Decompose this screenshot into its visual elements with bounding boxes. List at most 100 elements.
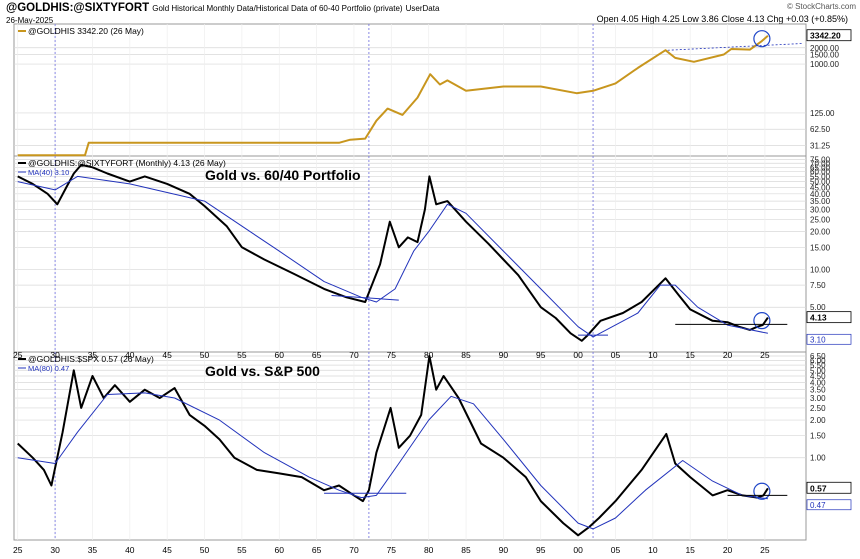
xtick-row1-9: 70: [349, 350, 359, 360]
xtick-row1-15: 00: [573, 350, 583, 360]
xtick-row1-13: 90: [499, 350, 509, 360]
xtick-row1-19: 20: [723, 350, 733, 360]
xtick-row1-2: 35: [88, 350, 98, 360]
p3-ytick-3: 2.50: [810, 404, 826, 413]
p1-highlight-circle: [753, 30, 771, 48]
p3-ytick-1: 1.50: [810, 432, 826, 441]
xtick-row2-9: 70: [349, 545, 359, 555]
p3-ytick-0: 1.00: [810, 454, 826, 463]
xtick-row2-14: 95: [536, 545, 546, 555]
xtick-row1-12: 85: [461, 350, 471, 360]
xtick-row1-16: 05: [611, 350, 621, 360]
p2-ytick-9: 45.00: [810, 183, 831, 192]
chart-date: 26-May-2025: [6, 16, 54, 25]
p1-legend: @GOLDHIS 3342.20 (26 May): [28, 26, 144, 36]
p3-last-value-label: 0.57: [810, 483, 827, 493]
xtick-row2-18: 15: [685, 545, 695, 555]
p2-ytick-0: 5.00: [810, 303, 826, 312]
symbol-title: @GOLDHIS:@SIXTYFORT: [6, 2, 150, 14]
xtick-row1-14: 95: [536, 350, 546, 360]
p2-ytick-11: 55.00: [810, 172, 831, 181]
p3-ytick-11: 6.50: [810, 352, 826, 361]
p2-ytick-1: 7.50: [810, 281, 826, 290]
p3-ytick-4: 3.00: [810, 394, 826, 403]
p2-ytick-7: 35.00: [810, 197, 831, 206]
open-value: 4.05: [621, 14, 639, 24]
p2-ma-value-label: 3.10: [810, 335, 826, 344]
xtick-row1-6: 55: [237, 350, 247, 360]
xtick-row2-3: 40: [125, 545, 135, 555]
p2-ytick-14: 70.00: [810, 159, 831, 168]
p1-last-value-label: 3342.20: [810, 31, 841, 41]
p2-ma-value-box: [806, 333, 852, 345]
panel-1-frame: [13, 23, 807, 157]
chg-value: +0.03 (+0.85%): [785, 14, 848, 24]
p1-last-value-box: [806, 29, 852, 42]
xtick-row2-11: 80: [424, 545, 434, 555]
xtick-row1-18: 15: [685, 350, 695, 360]
xtick-row1-7: 60: [275, 350, 285, 360]
p3-ma-value-box: [806, 499, 852, 511]
p3-ytick-9: 5.50: [810, 361, 826, 370]
p2-last-value-box: [806, 311, 852, 324]
p2-series-1-line: [17, 175, 768, 338]
xtick-row1-17: 10: [648, 350, 658, 360]
p2-ytick-12: 60.00: [810, 168, 831, 177]
xtick-row1-1: 30: [50, 350, 60, 360]
p1-series-0-line: [17, 34, 769, 157]
p2-last-value-label: 4.13: [810, 313, 827, 323]
p1-ytick-0: 31.25: [810, 142, 831, 151]
open-label: Open: [596, 14, 619, 24]
xtick-row1-10: 75: [387, 350, 397, 360]
xtick-row1-20: 25: [760, 350, 770, 360]
p3-last-value-box: [806, 481, 852, 494]
p3-highlight-circle: [753, 482, 771, 500]
high-label: High: [641, 14, 660, 24]
low-label: Low: [682, 14, 699, 24]
p2-ytick-15: 75.00: [810, 156, 831, 165]
p3-title: Gold vs. S&P 500: [205, 363, 320, 379]
xtick-row2-1: 30: [50, 545, 60, 555]
symbol-description: Gold Historical Monthly Data/Historical …: [152, 4, 403, 13]
xtick-row1-8: 65: [312, 350, 322, 360]
p2-ytick-3: 15.00: [810, 243, 831, 252]
xtick-row2-12: 85: [461, 545, 471, 555]
p3-ytick-2: 2.00: [810, 416, 826, 425]
xtick-row2-17: 10: [648, 545, 658, 555]
xtick-row1-11: 80: [424, 350, 434, 360]
xtick-row2-15: 00: [573, 545, 583, 555]
p3-ma-legend: MA(80) 0.47: [28, 364, 69, 373]
xtick-row2-0: 25: [13, 545, 23, 555]
p2-trendline-1970s: [331, 294, 399, 301]
p3-ytick-5: 3.50: [810, 386, 826, 395]
xtick-row2-20: 25: [760, 545, 770, 555]
xtick-row2-13: 90: [499, 545, 509, 555]
p2-title: Gold vs. 60/40 Portfolio: [205, 167, 361, 183]
p2-highlight-circle: [753, 312, 771, 330]
xtick-row2-7: 60: [275, 545, 285, 555]
p2-ytick-5: 25.00: [810, 215, 831, 224]
p2-series-0-line: [17, 163, 769, 342]
xtick-row1-5: 50: [200, 350, 210, 360]
symbol-tag: UserData: [405, 4, 440, 13]
p2-ma-legend: MA(40) 3.10: [28, 168, 69, 177]
p3-ma-value-label: 0.47: [810, 501, 826, 510]
close-label: Close: [721, 14, 745, 24]
chg-label: Chg: [766, 14, 784, 24]
p3-ytick-6: 4.00: [810, 378, 826, 387]
low-value: 3.86: [701, 14, 719, 24]
p1-ytick-1: 62.50: [810, 125, 831, 134]
xtick-row2-19: 20: [723, 545, 733, 555]
source-credit: © StockCharts.com: [786, 2, 856, 11]
xtick-row2-2: 35: [88, 545, 98, 555]
xtick-row1-0: 25: [13, 350, 23, 360]
p3-ytick-10: 6.00: [810, 356, 826, 365]
p2-ytick-2: 10.00: [810, 265, 831, 274]
close-value: 4.13: [746, 14, 765, 24]
ohlc-readout: Open 4.05 High 4.25 Low 3.86 Close 4.13 …: [597, 14, 848, 24]
panel-2-frame: [13, 155, 807, 353]
xtick-row2-16: 05: [611, 545, 621, 555]
p1-ytick-3: 1000.00: [810, 60, 839, 69]
